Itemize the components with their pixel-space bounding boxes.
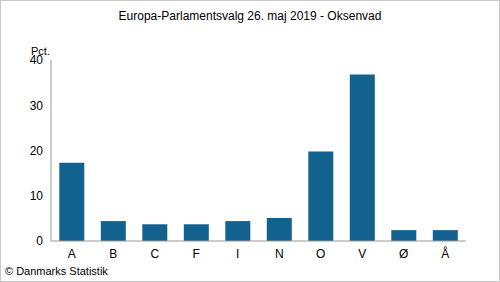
html-text:Europa-Parlamentsvalg 26. maj: Europa-Parlamentsvalg 26. maj 2019 - Oks…: [118, 9, 382, 23]
svg-text:I: I: [236, 247, 239, 261]
svg-text:B: B: [109, 247, 117, 261]
svg-text:V: V: [358, 247, 366, 261]
svg-text:F: F: [193, 247, 200, 261]
svg-text:O: O: [316, 247, 325, 261]
svg-text:20: 20: [30, 144, 44, 158]
svg-text:10: 10: [30, 189, 44, 203]
svg-text:30: 30: [30, 99, 44, 113]
html-text:Pct.: Pct.: [31, 45, 50, 57]
svg-text:40: 40: [30, 53, 44, 67]
html-text:© Danmarks Statistik: © Danmarks Statistik: [5, 265, 108, 277]
svg-text:N: N: [275, 247, 284, 261]
svg-text:C: C: [150, 247, 159, 261]
svg-text:0: 0: [36, 234, 43, 248]
svg-text:A: A: [68, 247, 76, 261]
svg-text:Å: Å: [441, 246, 449, 261]
svg-text:Ø: Ø: [399, 247, 408, 261]
